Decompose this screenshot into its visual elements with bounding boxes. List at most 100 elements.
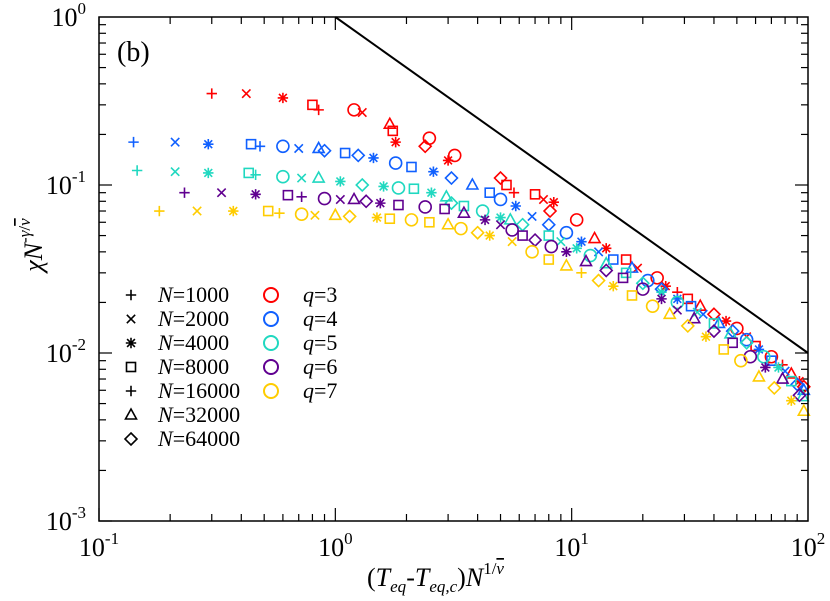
data-point: [262, 205, 274, 217]
data-point: [599, 263, 614, 278]
series-q-7: [154, 205, 811, 417]
legend-label: N=64000: [157, 426, 240, 451]
series-q-3: [206, 88, 811, 394]
data-point: [479, 214, 491, 226]
data-point: [347, 103, 361, 117]
data-point: [203, 167, 214, 179]
power-law-reference-line: [334, 16, 809, 354]
data-point: [131, 165, 143, 176]
data-point: [706, 323, 722, 339]
data-point: [418, 200, 432, 214]
series-q-6: [179, 187, 807, 403]
data-point: [727, 337, 738, 349]
data-point: [766, 355, 777, 366]
legend: N=1000N=2000N=4000N=8000N=16000N=32000N=…: [123, 282, 337, 451]
data-point: [543, 230, 555, 241]
data-point: [583, 248, 598, 263]
x-tick-label: 100: [318, 529, 353, 562]
data-point: [384, 213, 396, 225]
legend-marker: [125, 385, 137, 397]
data-point: [347, 191, 361, 205]
data-point: [310, 210, 320, 221]
data-point: [351, 148, 366, 163]
data-point: [470, 225, 485, 240]
reference-line-group: [334, 16, 809, 354]
data-point: [645, 299, 660, 313]
data-point: [559, 225, 574, 240]
data-point: [457, 205, 471, 218]
data-point: [368, 152, 379, 164]
data-point: [527, 232, 543, 248]
series-q-4: [128, 136, 811, 396]
data-point: [662, 306, 677, 320]
data-point: [601, 243, 612, 254]
legend-color-circle: [263, 335, 279, 351]
x-tick-label: 102: [791, 529, 826, 562]
series-q-5: [131, 165, 810, 402]
data-point: [216, 187, 227, 198]
data-point: [698, 309, 708, 320]
data-point: [753, 344, 765, 355]
data-point: [773, 362, 784, 373]
y-tick-label: 100: [52, 0, 87, 32]
legend-color-circle: [263, 383, 279, 399]
data-point: [355, 177, 370, 193]
data-point: [382, 116, 397, 130]
legend-label: q=3: [303, 282, 337, 307]
data-point: [335, 176, 346, 187]
data-point: [375, 197, 386, 209]
legend-label: N=16000: [157, 378, 240, 403]
data-point: [672, 293, 683, 305]
legend-label: N=1000: [157, 282, 229, 307]
data-point: [328, 207, 343, 221]
data-point: [527, 211, 537, 222]
data-point: [672, 305, 683, 315]
data-point: [720, 315, 732, 327]
x-tick-label: 101: [554, 529, 589, 562]
data-point: [408, 183, 420, 195]
data-point: [538, 194, 549, 205]
data-point: [608, 280, 619, 292]
data-point: [307, 99, 318, 111]
data-point: [296, 173, 307, 183]
data-point: [591, 273, 606, 288]
data-point: [635, 276, 650, 291]
data-point: [656, 293, 667, 305]
legend-label: q=6: [303, 354, 337, 379]
data-point: [335, 194, 346, 205]
data-point: [311, 170, 326, 183]
data-point: [447, 148, 462, 163]
data-point: [620, 254, 632, 265]
y-tick-label: 10-3: [46, 503, 86, 536]
legend-label: q=7: [303, 378, 337, 403]
data-point: [656, 287, 667, 298]
data-point: [692, 307, 702, 317]
data-point: [544, 239, 559, 254]
data-point: [529, 189, 541, 200]
data-point: [760, 362, 771, 373]
data-point: [739, 335, 754, 350]
data-point: [579, 253, 593, 267]
data-point: [561, 246, 572, 258]
data-point: [543, 254, 555, 265]
data-point: [203, 138, 214, 150]
data-point: [282, 189, 294, 201]
axis-ticks: [98, 17, 808, 522]
legend-color-circle: [263, 359, 279, 375]
data-point: [706, 307, 722, 322]
data-point: [700, 331, 712, 342]
data-point: [484, 230, 495, 241]
data-point: [685, 300, 697, 312]
data-point: [508, 187, 520, 198]
legend-marker: [125, 289, 137, 301]
data-point: [576, 236, 587, 247]
y-axis-label: χN-γ/ν: [15, 218, 48, 275]
data-point: [128, 136, 139, 148]
data-point: [505, 223, 519, 237]
data-point: [786, 395, 797, 406]
data-point: [241, 88, 252, 99]
data-point: [426, 187, 437, 198]
data-point: [587, 230, 602, 244]
data-point: [317, 143, 332, 158]
